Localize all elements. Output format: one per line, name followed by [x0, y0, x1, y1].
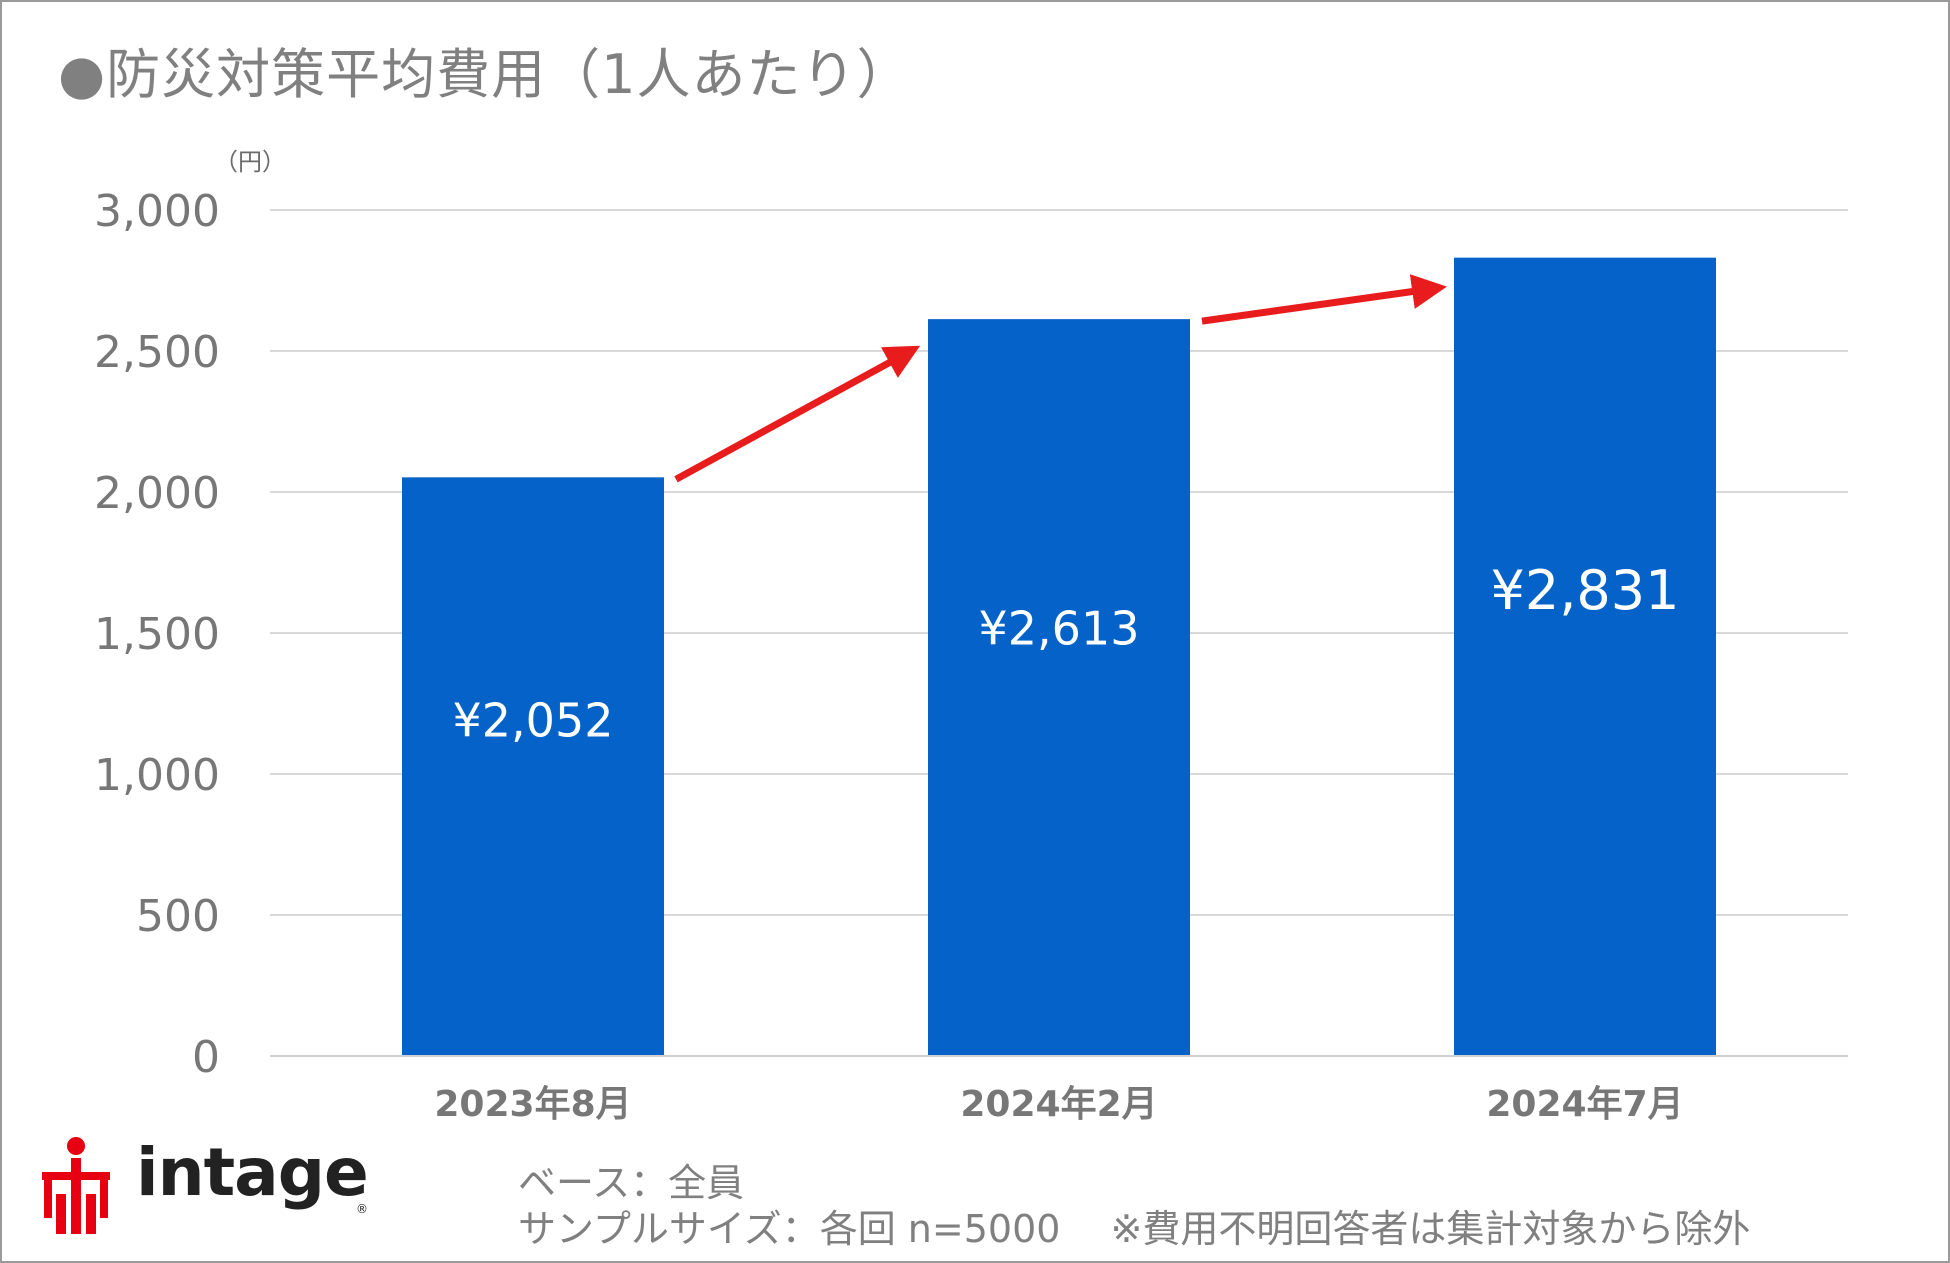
data-label: ¥2,052 [453, 693, 614, 747]
y-axis-unit-label: （円） [214, 148, 286, 176]
footer-sample-note: サンプルサイズ：各回 n=5000 ※費用不明回答者は集計対象から除外 [518, 1207, 1751, 1251]
bar [1454, 257, 1716, 1056]
y-tick-label: 1,500 [94, 609, 220, 660]
y-tick-label: 500 [136, 891, 220, 942]
logo-text: intage [136, 1134, 369, 1211]
x-category-label: 2024年7月 [1486, 1084, 1683, 1125]
y-tick-label: 1,000 [94, 750, 220, 801]
footer-base-note: ベース：全員 [518, 1161, 745, 1205]
data-label: ¥2,831 [1491, 559, 1680, 622]
y-tick-label: 3,000 [94, 186, 220, 237]
x-category-label: 2023年8月 [434, 1084, 631, 1125]
bar [402, 477, 664, 1056]
logo-registered-mark: ® [356, 1202, 368, 1216]
data-label: ¥2,613 [979, 602, 1140, 656]
y-tick-label: 0 [192, 1032, 220, 1083]
increase-arrow [674, 345, 921, 483]
x-category-label: 2024年2月 [960, 1084, 1157, 1125]
intage-logo-mark-icon [42, 1137, 110, 1234]
y-tick-label: 2,500 [94, 327, 220, 378]
increase-arrow [1201, 274, 1447, 325]
bar [928, 319, 1190, 1056]
intage-logo: intage ® [36, 1130, 376, 1240]
chart-title: ●防災対策平均費用（1人あたり） [58, 43, 912, 106]
y-tick-label: 2,000 [94, 468, 220, 519]
